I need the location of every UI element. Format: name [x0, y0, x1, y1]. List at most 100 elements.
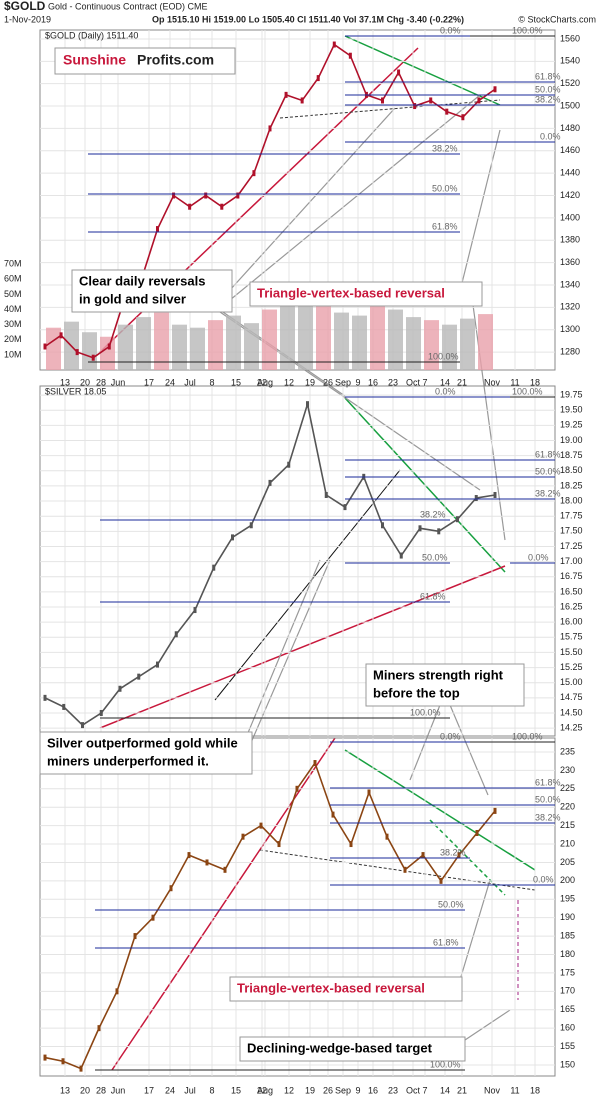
volume-bar: [190, 327, 205, 370]
y-tick-label: 19.25: [560, 420, 583, 430]
fib-label: 38.2%: [432, 143, 458, 153]
x-tick-label: Nov: [484, 1085, 501, 1095]
candle: [97, 1025, 101, 1032]
y-tick-label: 225: [560, 783, 575, 793]
y-tick-label: 19.75: [560, 389, 583, 399]
candle: [75, 349, 79, 356]
volume-bar: [136, 317, 151, 370]
candle: [316, 75, 320, 82]
y-tick-label: 1320: [560, 302, 580, 312]
symbol: $GOLD: [4, 0, 46, 13]
x-tick-label: 22: [257, 377, 267, 387]
y-tick-label: 16.00: [560, 617, 583, 627]
credit: © StockCharts.com: [518, 14, 596, 24]
y-tick-label: 16.50: [560, 586, 583, 596]
fib-label: 38.2%: [535, 488, 561, 498]
volume-bar: [334, 312, 349, 370]
annotation-text: Declining-wedge-based target: [247, 1040, 433, 1055]
candle: [477, 97, 481, 104]
y-tick-label: 185: [560, 930, 575, 940]
x-tick-label: 11: [510, 377, 519, 387]
x-tick-label: Oct: [406, 1085, 421, 1095]
candle: [107, 343, 111, 350]
fib-label: 50.0%: [432, 183, 458, 193]
candle: [62, 703, 66, 710]
x-tick-label: Aug: [257, 377, 273, 387]
candle: [385, 833, 389, 840]
y-tick-label: 170: [560, 986, 575, 996]
annotation-text: Silver outperformed gold while: [47, 735, 238, 750]
x-tick-label: Sep: [335, 1085, 351, 1095]
fib-label: 61.8%: [432, 221, 458, 231]
candle: [115, 988, 119, 995]
annotation-text: before the top: [373, 685, 460, 700]
candle: [306, 401, 309, 408]
volume-bar: [370, 303, 385, 370]
candle: [193, 607, 197, 614]
annotation-box: [71, 269, 233, 313]
y-tick-label: 18.25: [560, 480, 583, 490]
y-tick-label: 15.00: [560, 677, 583, 687]
y-tick-label: 155: [560, 1041, 575, 1051]
volume-bar: [154, 312, 169, 370]
y-tick-label: 1360: [560, 257, 580, 267]
y-tick-label: 1520: [560, 78, 580, 88]
logo-text: Profits.com: [137, 52, 214, 68]
y-tick-label: 15.25: [560, 662, 583, 672]
x-tick-label: 18: [530, 1085, 540, 1095]
candle: [397, 69, 401, 76]
candle: [205, 859, 209, 866]
candle: [332, 41, 336, 48]
panel-title: $SILVER 18.05: [45, 386, 106, 396]
volume-tick-label: 60M: [4, 274, 22, 284]
y-tick-label: 235: [560, 746, 575, 756]
candle: [367, 789, 371, 796]
x-tick-label: 11: [510, 1085, 519, 1095]
fib-label: 100.0%: [512, 731, 543, 741]
y-tick-label: 190: [560, 912, 575, 922]
volume-bar: [298, 294, 313, 370]
candle: [133, 933, 137, 940]
x-tick-label: 20: [80, 1085, 90, 1095]
y-tick-label: 14.50: [560, 707, 583, 717]
candle: [187, 852, 191, 859]
symbol-name: Gold - Continuous Contract (EOD) CME: [48, 1, 208, 11]
annotation-text: in gold and silver: [79, 291, 186, 306]
date: 1-Nov-2019: [4, 14, 51, 24]
y-tick-label: 150: [560, 1059, 575, 1069]
y-tick-label: 16.75: [560, 571, 583, 581]
candle: [429, 97, 433, 104]
volume-tick-label: 20M: [4, 334, 22, 344]
x-tick-label: 20: [80, 377, 90, 387]
y-tick-label: 19.00: [560, 435, 583, 445]
candle: [474, 495, 478, 502]
candle: [156, 661, 159, 668]
x-tick-label: 17: [144, 377, 154, 387]
fib-label: 100.0%: [428, 351, 459, 361]
x-tick-label: 22: [257, 1085, 267, 1095]
fib-label: 50.0%: [438, 899, 464, 909]
candle: [61, 1058, 65, 1065]
x-tick-label: Jun: [111, 1085, 126, 1095]
fib-label: 38.2%: [440, 847, 466, 857]
annotation-box: [39, 731, 253, 775]
y-tick-label: 19.50: [560, 405, 583, 415]
fib-label: 50.0%: [535, 794, 561, 804]
y-tick-label: 14.25: [560, 723, 583, 733]
x-tick-label: 16: [368, 377, 378, 387]
y-tick-label: 16.25: [560, 601, 583, 611]
candle: [137, 673, 141, 680]
candle: [252, 170, 256, 177]
candle: [456, 516, 459, 523]
y-tick-label: 1460: [560, 145, 580, 155]
fib-label: 50.0%: [535, 84, 561, 94]
fib-label: 0.0%: [540, 131, 561, 141]
y-tick-label: 18.00: [560, 495, 583, 505]
volume-bar: [388, 309, 403, 370]
y-tick-label: 175: [560, 967, 575, 977]
volume-bar: [46, 327, 61, 370]
y-tick-label: 14.75: [560, 692, 583, 702]
y-tick-label: 215: [560, 820, 575, 830]
volume-bar: [280, 286, 295, 370]
volume-bar: [118, 324, 133, 370]
